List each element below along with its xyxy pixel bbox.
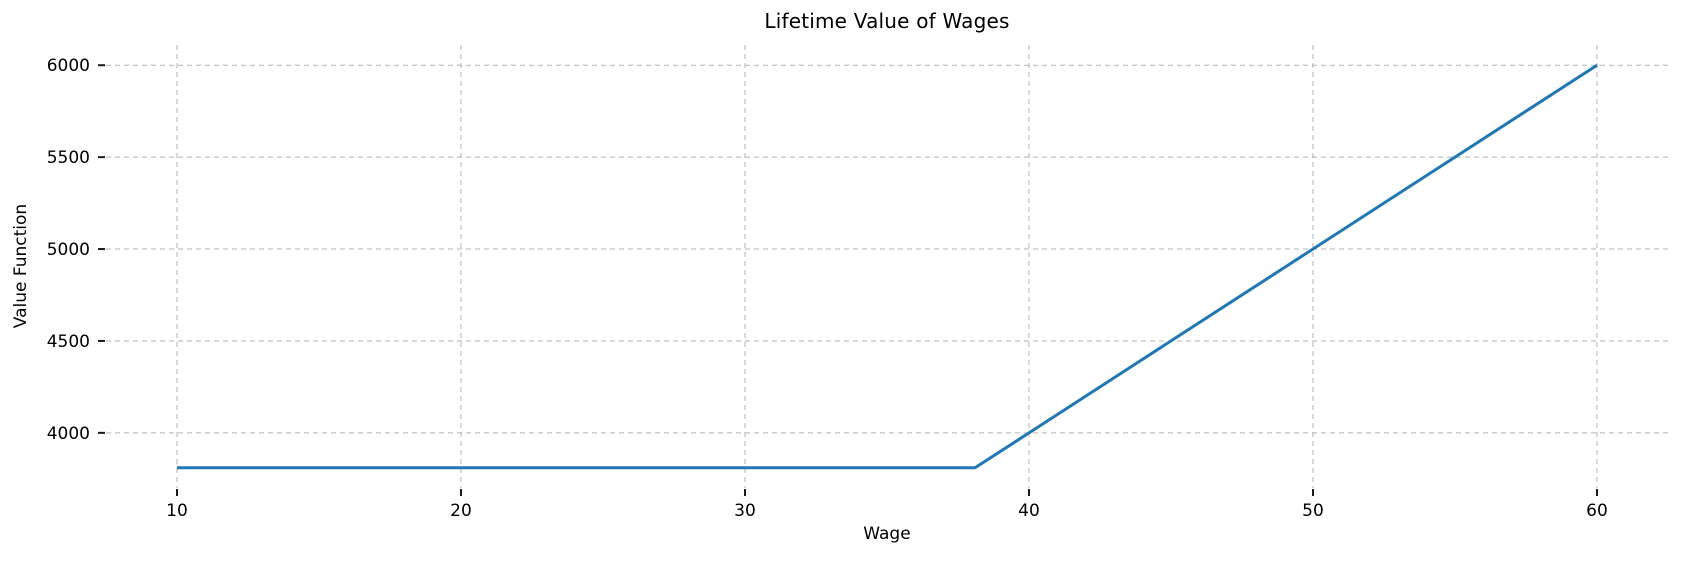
x-tick-label: 20 — [450, 501, 472, 521]
tick-marks — [98, 64, 1598, 496]
y-tick-label: 4000 — [47, 424, 90, 444]
y-tick-label: 4500 — [47, 332, 90, 352]
gridlines — [106, 45, 1668, 488]
y-tick-labels: 4000 4500 5000 5500 6000 — [47, 56, 90, 444]
x-tick-label: 50 — [1302, 501, 1324, 521]
value-function-line — [177, 63, 1598, 470]
x-tick-label: 60 — [1586, 501, 1608, 521]
x-tick-label: 10 — [166, 501, 188, 521]
x-tick-labels: 10 20 30 40 50 60 — [166, 501, 1608, 521]
y-tick-label: 5000 — [47, 240, 90, 260]
x-axis-label: Wage — [863, 524, 911, 544]
y-tick-label: 5500 — [47, 148, 90, 168]
y-axis-label: Value Function — [11, 203, 31, 329]
y-tick-label: 6000 — [47, 56, 90, 76]
x-tick-label: 30 — [734, 501, 756, 521]
x-tick-label: 40 — [1018, 501, 1040, 521]
chart-title: Lifetime Value of Wages — [764, 9, 1010, 33]
